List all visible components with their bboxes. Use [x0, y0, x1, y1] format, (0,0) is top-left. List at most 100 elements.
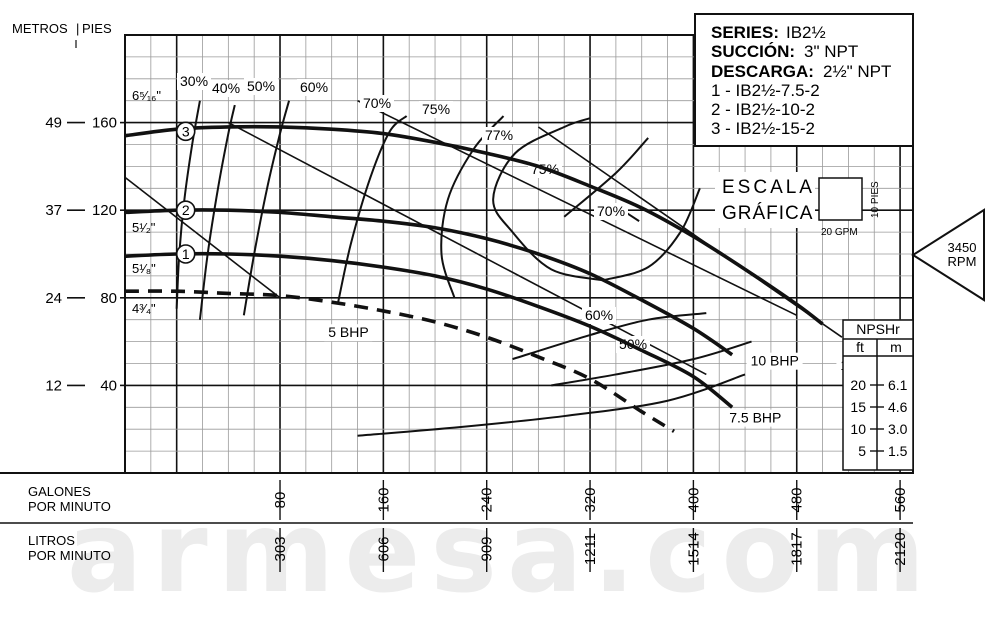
efficiency-label-bg: [360, 95, 394, 112]
x-tick-label-lpm: 2120: [892, 532, 909, 565]
y-label-feet: PIES: [82, 21, 112, 36]
efficiency-label: 60%: [585, 307, 613, 323]
curve-marker-label: 2: [182, 202, 190, 218]
curve-marker-label: 3: [182, 123, 190, 139]
rpm-unit: RPM: [948, 254, 977, 269]
npshr-ft-value: 15: [850, 399, 866, 415]
bhp-line: [124, 176, 281, 299]
impeller-curves: 6⁵⁄₁₆" 3 5¹⁄₂" 2 5¹⁄₈" 1 4³⁄₄": [124, 88, 824, 433]
bhp-label: 10 BHP: [751, 353, 799, 369]
x-tick-label-gpm: 320: [582, 487, 599, 512]
npshr-table: NPSHr ft m 20 6.1 15 4.6 10 3.0 5 1.5: [842, 319, 914, 471]
suction-value: 3" NPT: [804, 42, 858, 61]
npshr-header-m: m: [890, 339, 902, 355]
efficiency-label: 77%: [485, 127, 513, 143]
x-label-gpm-line2: POR MINUTO: [28, 499, 111, 514]
info-box: SERIES: IB2½ SUCCIÓN: 3" NPT DESCARGA: 2…: [694, 13, 914, 147]
bhp-label: 5 BHP: [328, 324, 368, 340]
npshr-m-value: 3.0: [888, 421, 908, 437]
impeller-curve: [124, 124, 824, 326]
impeller-curve: [124, 208, 734, 357]
suction-label: SUCCIÓN:: [711, 42, 795, 61]
efficiency-label-bg: [209, 80, 243, 97]
y-tick-label-m: 49: [45, 115, 62, 132]
graphic-scale: ESCALA GRÁFICA 10 PIES 20 GPM: [715, 172, 881, 238]
efficiency-label: 70%: [363, 95, 391, 111]
y-label-meters: METROS: [12, 21, 68, 36]
bhp-line: [227, 121, 707, 376]
curve-marker-label: 1: [182, 246, 190, 262]
y-tick-label-m: 12: [45, 377, 62, 394]
y-tick-label-ft: 160: [92, 115, 117, 132]
efficiency-label: 75%: [422, 101, 450, 117]
impeller-size-label: 5¹⁄₈": [132, 261, 156, 276]
npshr-m-value: 4.6: [888, 399, 908, 415]
npsh-required-curve: [357, 373, 746, 437]
npshr-ft-value: 20: [850, 377, 866, 393]
efficiency-label-bg: [419, 101, 453, 118]
model-3: 3 - IB2½-15-2: [711, 119, 815, 138]
efficiency-label: 30%: [180, 73, 208, 89]
npshr-ft-value: 10: [850, 421, 866, 437]
x-tick-label-gpm: 80: [272, 492, 289, 509]
curve-marker: [175, 200, 196, 220]
curve-marker: [175, 244, 196, 264]
y-tick-label-m: 24: [45, 290, 62, 307]
rpm-value: 3450: [948, 240, 977, 255]
bhp-label-bg: [324, 324, 373, 342]
discharge-label: DESCARGA:: [711, 62, 814, 81]
scale-title-line1: ESCALA: [722, 177, 815, 198]
x-tick-label-gpm: 480: [789, 487, 806, 512]
efficiency-label-bg: [582, 307, 616, 324]
discharge-value: 2½" NPT: [823, 62, 891, 81]
efficiency-curve: [512, 312, 707, 361]
x-label-lpm-line2: POR MINUTO: [28, 548, 111, 563]
x-tick-label-lpm: 303: [272, 536, 289, 561]
y-label-separator: |: [76, 21, 79, 36]
efficiency-label: 70%: [597, 203, 625, 219]
npshr-title: NPSHr: [856, 321, 900, 337]
x-tick-label-lpm: 1817: [789, 532, 806, 565]
series-label: SERIES:: [711, 23, 779, 42]
npsh-curve: [357, 373, 746, 437]
npshr-ft-value: 5: [858, 443, 866, 459]
efficiency-curve: [492, 117, 604, 282]
efficiency-label-bg: [482, 127, 516, 144]
npshr-header-ft: ft: [856, 339, 864, 355]
impeller-size-label: 6⁵⁄₁₆": [132, 88, 161, 103]
bhp-label: 7.5 BHP: [729, 410, 781, 426]
x-tick-label-gpm: 160: [375, 487, 392, 512]
efficiency-label-bg: [177, 73, 211, 90]
scale-square: [818, 177, 863, 221]
scale-height-label: 10 PIES: [870, 181, 881, 218]
efficiency-curve: [198, 104, 236, 320]
x-tick-label-lpm: 606: [375, 536, 392, 561]
x-tick-label-lpm: 1514: [685, 532, 702, 565]
scale-width-label: 20 GPM: [821, 227, 858, 238]
y-tick-label-ft: 80: [100, 290, 117, 307]
x-tick-label-lpm: 1211: [582, 533, 599, 565]
x-tick-label-gpm: 560: [892, 487, 909, 512]
impeller-curve: [124, 251, 734, 409]
efficiency-label: 50%: [247, 78, 275, 94]
model-1: 1 - IB2½-7.5-2: [711, 81, 820, 100]
efficiency-label-bg: [594, 203, 628, 220]
impeller-size-label: 4³⁄₄": [132, 301, 156, 316]
x-tick-label-lpm: 909: [479, 536, 496, 561]
curve-marker: [175, 121, 196, 142]
efficiency-curve: [602, 187, 701, 282]
efficiency-curve: [563, 137, 649, 218]
y-tick-label-m: 37: [45, 202, 62, 219]
efficiency-label-bg: [244, 78, 278, 95]
x-label-gpm-line1: GALONES: [28, 484, 91, 499]
impeller-size-label: 5¹⁄₂": [132, 220, 156, 235]
npshr-m-value: 1.5: [888, 443, 908, 459]
npshr-m-value: 6.1: [888, 377, 908, 393]
efficiency-label-bg: [297, 79, 331, 96]
y-tick-label-ft: 120: [92, 202, 117, 219]
model-2: 2 - IB2½-10-2: [711, 100, 815, 119]
x-tick-label-gpm: 240: [479, 487, 496, 512]
